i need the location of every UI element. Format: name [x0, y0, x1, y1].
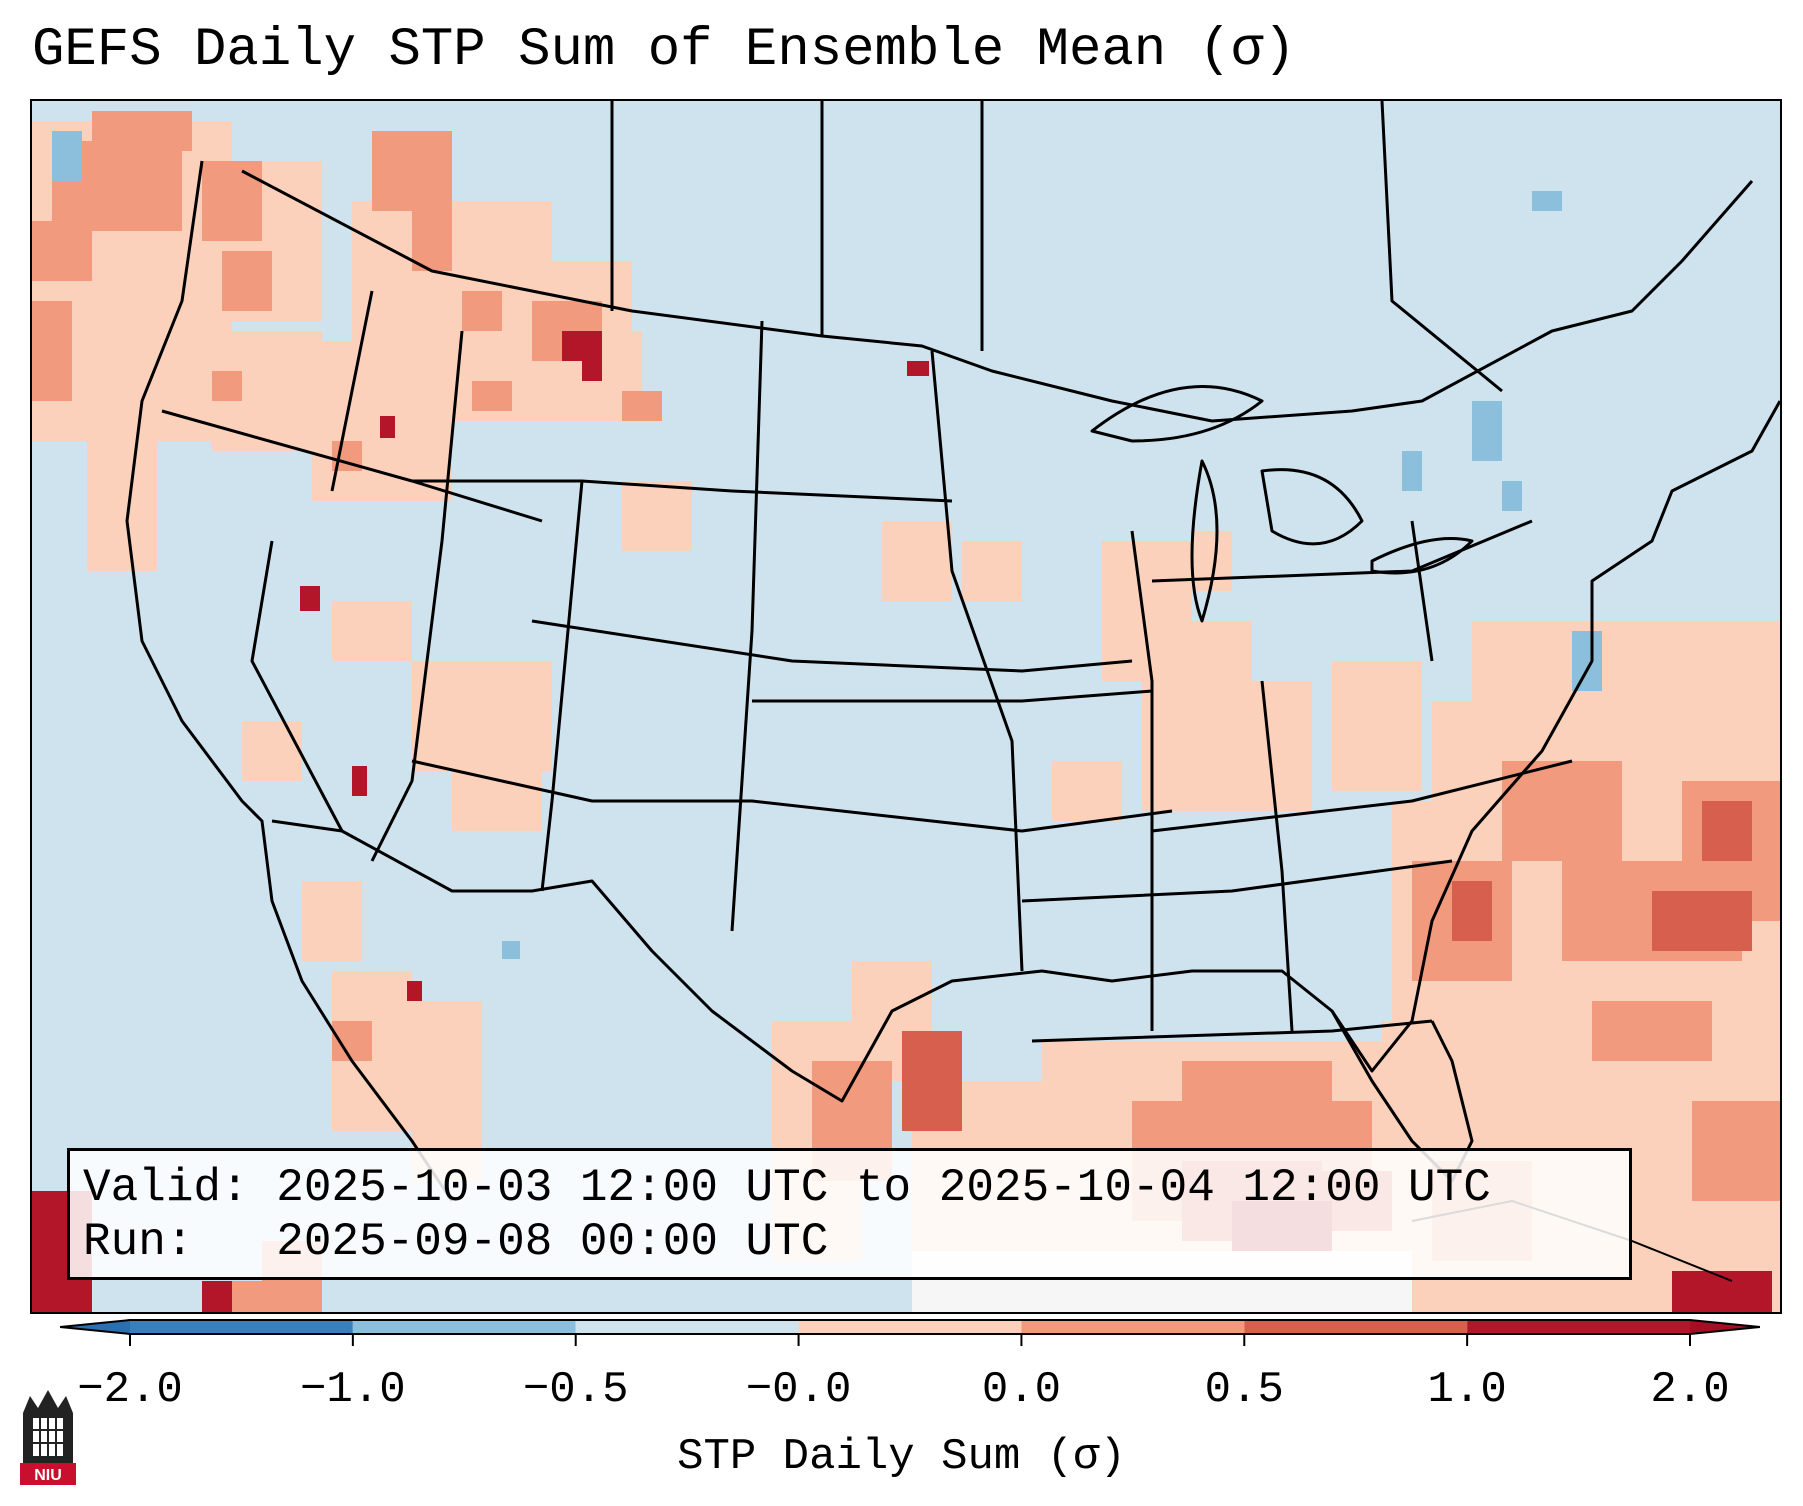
- colorbar-segment: [130, 1320, 353, 1334]
- colorbar-segment: [352, 1320, 576, 1334]
- stp-map: [32, 101, 1780, 1312]
- colorbar-segment: [1467, 1320, 1690, 1334]
- colorbar-segment: [575, 1320, 799, 1334]
- valid-label: Valid:: [83, 1162, 249, 1214]
- colorbar-segment: [1244, 1320, 1468, 1334]
- run-label: Run:: [83, 1216, 194, 1268]
- colorbar-tick-label: −0.5: [522, 1365, 629, 1415]
- niu-logo: NIU: [20, 1390, 76, 1485]
- colorbar-tick-label: 1.0: [1427, 1365, 1507, 1415]
- colorbar-ticks: [129, 1334, 1691, 1346]
- colorbar-segment: [1021, 1320, 1245, 1334]
- colorbar-tick-label: −1.0: [300, 1365, 406, 1415]
- colorbar-tick-label: 0.0: [981, 1365, 1062, 1415]
- political-boundaries: [125, 101, 1780, 1282]
- map-panel[interactable]: [30, 99, 1782, 1314]
- valid-value: 2025-10-03 12:00 UTC to 2025-10-04 12:00…: [276, 1162, 1491, 1214]
- colorbar-segments: [60, 1319, 1760, 1335]
- map-title: GEFS Daily STP Sum of Ensemble Mean (σ): [32, 20, 1296, 81]
- niu-logo-text: NIU: [34, 1467, 62, 1484]
- colorbar-tick-label: −0.0: [745, 1365, 852, 1415]
- valid-run-info-box: Valid: 2025-10-03 12:00 UTC to 2025-10-0…: [67, 1148, 1632, 1280]
- colorbar-extend-max: [1690, 1320, 1760, 1334]
- colorbar-label: STP Daily Sum (σ): [677, 1432, 1126, 1482]
- colorbar-tick-label: 2.0: [1650, 1365, 1730, 1415]
- run-row: Run: 2025-09-08 00:00 UTC: [83, 1215, 1629, 1269]
- run-value: 2025-09-08 00:00 UTC: [276, 1216, 829, 1268]
- colorbar-tick-label: 0.5: [1204, 1365, 1284, 1415]
- colorbar-segment: [798, 1320, 1022, 1334]
- colorbar-extend-min: [60, 1320, 130, 1334]
- valid-row: Valid: 2025-10-03 12:00 UTC to 2025-10-0…: [83, 1161, 1629, 1215]
- colorbar-tick-label: −2.0: [77, 1365, 183, 1415]
- colorbar: [60, 1319, 1760, 1346]
